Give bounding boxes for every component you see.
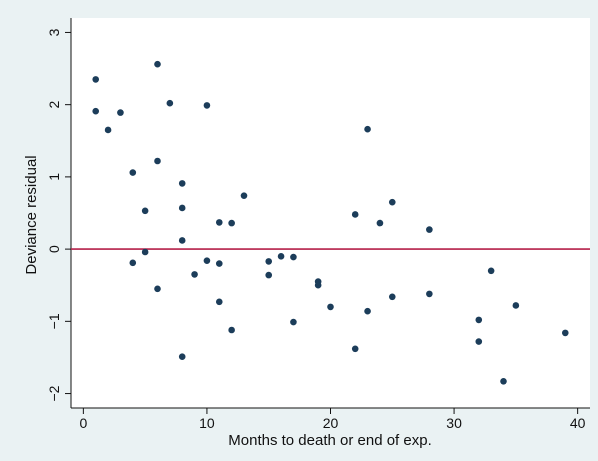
data-point [92,76,100,83]
x-tick-label: 10 [199,415,215,431]
x-axis-label: Months to death or end of exp. [228,432,431,449]
data-point [512,302,520,309]
x-tick-label: 30 [446,415,462,431]
data-point [240,192,248,199]
data-point [364,125,371,133]
data-point [117,109,124,116]
y-tick-label: −2 [46,385,62,401]
data-point [475,316,483,324]
data-point [376,219,384,227]
data-point [487,267,495,275]
data-point [215,260,223,267]
data-point [265,258,273,265]
data-points [92,60,569,385]
data-point [561,329,569,337]
data-point [228,219,235,227]
data-point [388,293,396,301]
data-point [129,169,137,176]
data-point [228,326,235,334]
data-point [500,377,507,385]
data-point [141,248,149,256]
data-point [327,303,334,311]
data-point [265,271,273,279]
data-point [215,298,223,306]
y-tick-label: −1 [46,313,62,329]
data-point [314,281,322,289]
data-point [178,204,186,212]
data-point [277,253,285,260]
y-axis-label: Deviance residual [23,155,40,274]
data-point [388,198,396,206]
x-tick-label: 0 [79,415,87,431]
data-point [154,285,161,293]
data-point [141,207,149,215]
data-point [290,253,297,261]
data-point [92,107,100,115]
data-point [426,290,433,298]
x-tick-label: 40 [570,415,586,431]
data-point [154,60,161,68]
y-tick-label: 2 [46,101,62,109]
data-point [351,345,359,353]
data-point [178,353,186,361]
data-point [351,211,359,218]
y-tick-label: 3 [46,28,62,36]
data-point [364,307,371,315]
data-point [129,259,137,267]
data-point [203,102,211,109]
y-tick-label: 1 [46,173,62,181]
data-point [191,271,198,278]
data-point [215,219,223,226]
data-point [290,318,297,326]
data-point [475,338,483,345]
data-point [203,257,211,264]
data-point [166,99,174,107]
plot-area [71,18,590,408]
data-point [426,226,433,233]
data-point [178,180,186,187]
x-tick-label: 20 [323,415,339,431]
data-point [104,126,112,134]
y-tick-label: 0 [46,245,62,253]
data-point [154,157,161,165]
data-point [178,237,186,244]
